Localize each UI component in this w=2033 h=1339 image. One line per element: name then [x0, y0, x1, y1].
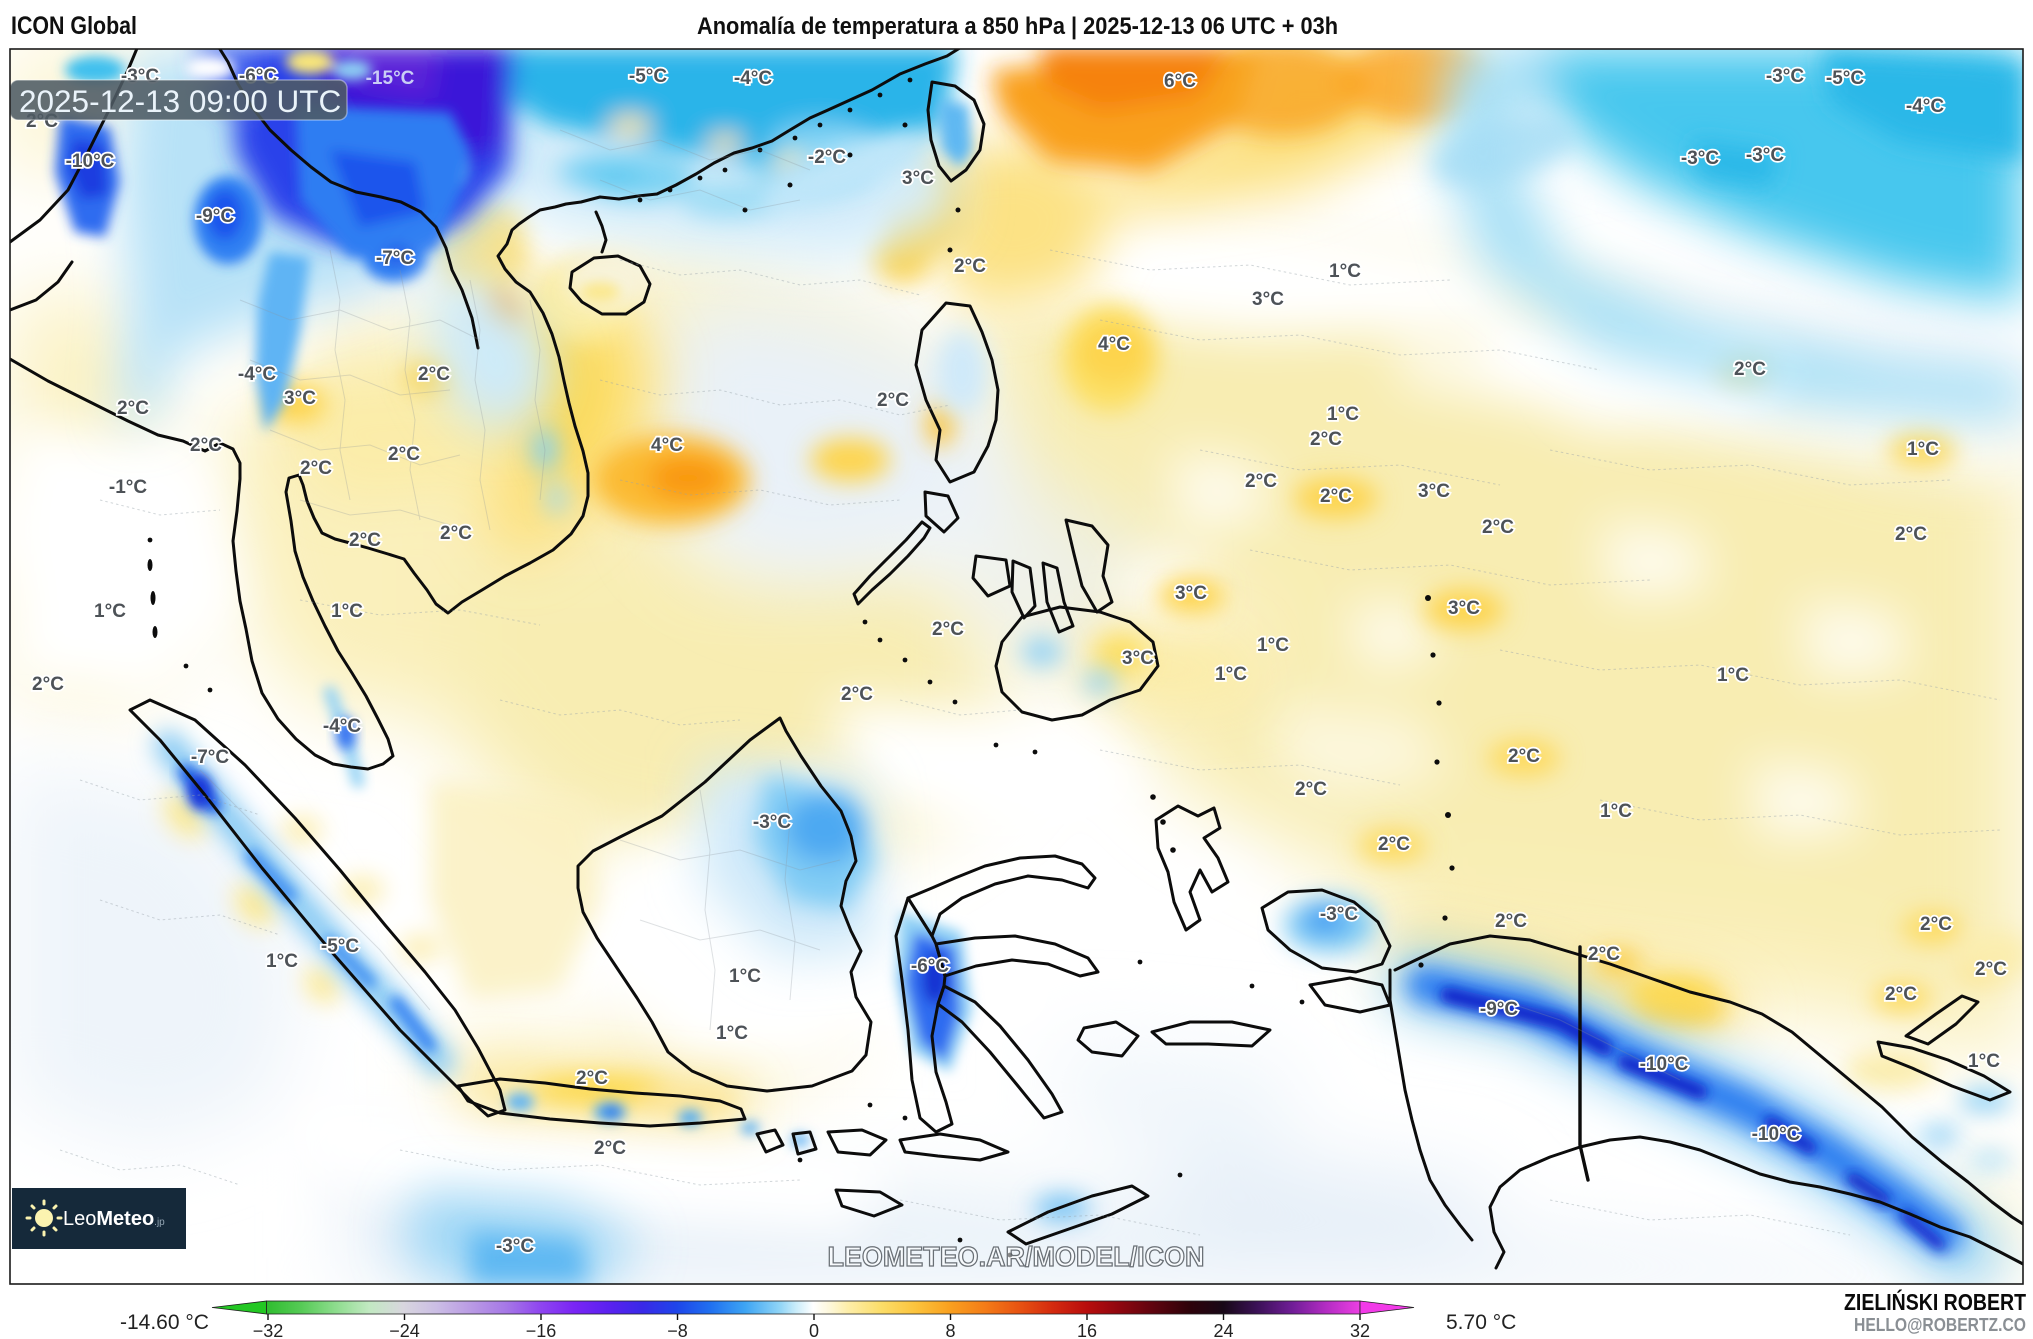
- svg-text:1°C: 1°C: [1327, 404, 1359, 425]
- svg-text:LeoMeteo.jp: LeoMeteo.jp: [63, 1208, 165, 1230]
- svg-text:2°C: 2°C: [1310, 429, 1342, 450]
- svg-text:-4°C: -4°C: [323, 716, 361, 737]
- svg-text:1°C: 1°C: [1968, 1051, 2000, 1072]
- svg-text:0: 0: [809, 1321, 819, 1339]
- svg-text:1°C: 1°C: [266, 951, 298, 972]
- svg-text:2°C: 2°C: [954, 256, 986, 277]
- svg-text:-15°C: -15°C: [366, 68, 415, 89]
- svg-text:-3°C: -3°C: [1766, 66, 1804, 87]
- svg-text:-3°C: -3°C: [753, 812, 791, 833]
- svg-text:6°C: 6°C: [1164, 71, 1196, 92]
- svg-text:Anomalía de temperatura a 850: Anomalía de temperatura a 850 hPa | 2025…: [697, 13, 1338, 40]
- svg-text:2°C: 2°C: [932, 619, 964, 640]
- svg-text:3°C: 3°C: [1418, 481, 1450, 502]
- svg-text:2°C: 2°C: [1495, 911, 1527, 932]
- svg-text:2°C: 2°C: [1320, 486, 1352, 507]
- svg-text:-6°C: -6°C: [911, 956, 949, 977]
- svg-text:1°C: 1°C: [94, 601, 126, 622]
- svg-text:2°C: 2°C: [594, 1138, 626, 1159]
- svg-text:-7°C: -7°C: [376, 248, 414, 269]
- svg-text:3°C: 3°C: [1175, 583, 1207, 604]
- svg-text:-5°C: -5°C: [629, 66, 667, 87]
- svg-text:5.70 °C: 5.70 °C: [1446, 1311, 1516, 1334]
- svg-text:-10°C: -10°C: [1752, 1124, 1801, 1145]
- svg-text:-3°C: -3°C: [1681, 148, 1719, 169]
- svg-text:−8: −8: [667, 1321, 688, 1339]
- svg-text:3°C: 3°C: [1448, 598, 1480, 619]
- svg-text:1°C: 1°C: [1329, 261, 1361, 282]
- svg-text:HELLO@ROBERTZ.CO: HELLO@ROBERTZ.CO: [1854, 1315, 2026, 1335]
- svg-text:32: 32: [1350, 1321, 1370, 1339]
- svg-text:-4°C: -4°C: [734, 68, 772, 89]
- svg-text:1°C: 1°C: [1215, 664, 1247, 685]
- svg-text:-5°C: -5°C: [321, 936, 359, 957]
- svg-text:2°C: 2°C: [1588, 944, 1620, 965]
- svg-text:3°C: 3°C: [284, 388, 316, 409]
- svg-text:2°C: 2°C: [877, 390, 909, 411]
- svg-text:1°C: 1°C: [1600, 801, 1632, 822]
- svg-text:-4°C: -4°C: [238, 364, 276, 385]
- svg-text:-3°C: -3°C: [496, 1236, 534, 1257]
- svg-text:2°C: 2°C: [1245, 471, 1277, 492]
- svg-text:2°C: 2°C: [1482, 517, 1514, 538]
- svg-text:2°C: 2°C: [1378, 834, 1410, 855]
- svg-text:-9°C: -9°C: [196, 206, 234, 227]
- svg-text:2025-12-13 09:00 UTC: 2025-12-13 09:00 UTC: [19, 83, 341, 119]
- svg-text:8: 8: [945, 1321, 955, 1339]
- svg-text:-2°C: -2°C: [808, 147, 846, 168]
- svg-text:2°C: 2°C: [440, 523, 472, 544]
- svg-text:-3°C: -3°C: [1320, 904, 1358, 925]
- svg-text:1°C: 1°C: [1907, 439, 1939, 460]
- svg-text:1°C: 1°C: [1717, 665, 1749, 686]
- svg-text:2°C: 2°C: [1895, 524, 1927, 545]
- svg-text:−32: −32: [253, 1321, 284, 1339]
- svg-text:2°C: 2°C: [349, 530, 381, 551]
- svg-text:2°C: 2°C: [32, 674, 64, 695]
- svg-text:-14.60 °C: -14.60 °C: [120, 1311, 209, 1334]
- svg-text:ICON Global: ICON Global: [11, 12, 137, 40]
- svg-text:-7°C: -7°C: [191, 747, 229, 768]
- svg-text:4°C: 4°C: [651, 435, 683, 456]
- svg-text:−16: −16: [526, 1321, 557, 1339]
- svg-text:2°C: 2°C: [388, 444, 420, 465]
- svg-text:2°C: 2°C: [117, 398, 149, 419]
- svg-text:2°C: 2°C: [1508, 746, 1540, 767]
- svg-text:1°C: 1°C: [331, 601, 363, 622]
- svg-text:-3°C: -3°C: [1746, 145, 1784, 166]
- svg-text:-9°C: -9°C: [1480, 999, 1518, 1020]
- svg-text:2°C: 2°C: [300, 458, 332, 479]
- svg-text:1°C: 1°C: [716, 1023, 748, 1044]
- svg-text:-4°C: -4°C: [1906, 96, 1944, 117]
- svg-text:2°C: 2°C: [576, 1068, 608, 1089]
- svg-text:-10°C: -10°C: [66, 151, 115, 172]
- svg-text:2°C: 2°C: [190, 435, 222, 456]
- svg-text:ZIELIŃSKI ROBERT: ZIELIŃSKI ROBERT: [1844, 1288, 2026, 1315]
- svg-text:-5°C: -5°C: [1826, 68, 1864, 89]
- svg-text:−24: −24: [389, 1321, 420, 1339]
- svg-text:2°C: 2°C: [418, 364, 450, 385]
- svg-text:2°C: 2°C: [1920, 914, 1952, 935]
- svg-text:4°C: 4°C: [1098, 334, 1130, 355]
- svg-text:2°C: 2°C: [1885, 984, 1917, 1005]
- svg-text:2°C: 2°C: [1975, 959, 2007, 980]
- svg-text:LEOMETEO.AR/MODEL/ICON: LEOMETEO.AR/MODEL/ICON: [828, 1241, 1205, 1272]
- svg-text:2°C: 2°C: [841, 684, 873, 705]
- svg-text:3°C: 3°C: [902, 168, 934, 189]
- svg-text:24: 24: [1213, 1321, 1233, 1339]
- svg-text:16: 16: [1077, 1321, 1097, 1339]
- svg-text:-1°C: -1°C: [109, 477, 147, 498]
- svg-text:-10°C: -10°C: [1640, 1054, 1689, 1075]
- svg-text:2°C: 2°C: [1734, 359, 1766, 380]
- svg-text:1°C: 1°C: [729, 966, 761, 987]
- svg-text:1°C: 1°C: [1257, 635, 1289, 656]
- svg-text:2°C: 2°C: [1295, 779, 1327, 800]
- svg-text:3°C: 3°C: [1252, 289, 1284, 310]
- svg-text:3°C: 3°C: [1122, 648, 1154, 669]
